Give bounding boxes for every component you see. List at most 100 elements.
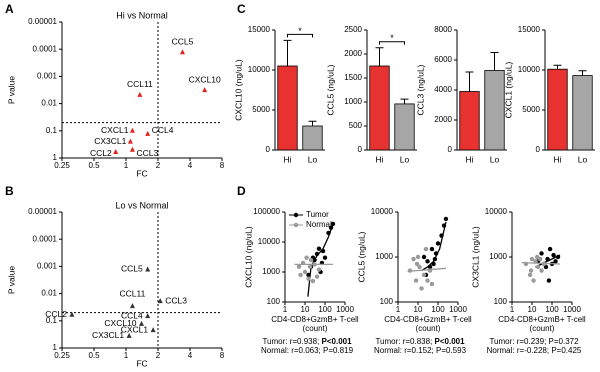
point-marker — [127, 138, 133, 144]
data-point — [425, 278, 430, 283]
data-point — [306, 272, 311, 278]
y-axis-label: CXCL1 (ng/uL) — [503, 61, 513, 118]
x-tick-label: 0.25 — [54, 161, 70, 170]
stats-r: Normal: r=0.152; — [374, 346, 436, 355]
y-tick-label: 1000 — [262, 267, 280, 276]
data-point — [414, 261, 420, 267]
data-point — [423, 246, 429, 252]
significance-bracket — [287, 33, 313, 38]
y-tick-label: 1000 — [375, 252, 393, 261]
data-point — [531, 278, 536, 283]
y-tick-label: 500 — [349, 121, 363, 130]
data-point — [553, 259, 558, 264]
y-tick-label: 2000 — [434, 115, 452, 124]
y-tick-label: 10000 — [518, 65, 541, 74]
legend-label: Tumor — [306, 210, 329, 219]
x-tick-label: 1000 — [563, 305, 581, 314]
data-point — [316, 267, 322, 272]
error-bar — [553, 64, 562, 70]
x-axis-label: CD4-CD8+GzmB+ T-cell — [271, 315, 359, 324]
bar — [572, 75, 593, 151]
point-marker — [113, 148, 119, 154]
y-axis-label: P value — [6, 76, 16, 104]
panel-letter: C — [237, 2, 246, 16]
point-label: CCL3 — [136, 148, 158, 158]
y-tick-label: 2500 — [344, 25, 362, 34]
y-axis-label: CCL3 (ng/uL) — [415, 64, 425, 115]
x-tick-label: 10 — [301, 305, 310, 314]
data-point — [300, 260, 306, 266]
data-point — [443, 216, 449, 222]
data-point — [547, 246, 553, 252]
x-tick-label: 0.25 — [54, 351, 70, 360]
data-point — [419, 286, 424, 291]
y-tick-label: 1 — [53, 343, 58, 352]
x-tick-label: 0.5 — [88, 351, 100, 360]
point-label: CCL11 — [120, 288, 146, 298]
y-tick-label: 100 — [494, 297, 508, 306]
x-tick-label: 1000 — [336, 305, 354, 314]
y-tick-label: 0.01 — [41, 99, 57, 108]
x-tick-label: 100 — [545, 305, 559, 314]
y-tick-label: 4000 — [434, 85, 452, 94]
stats-p: P=0.593 — [436, 346, 467, 355]
stats-text: Tumor: r=0.838; P<0.001 — [375, 337, 465, 346]
point-marker — [137, 91, 143, 97]
fit-line — [407, 267, 447, 272]
data-point — [439, 233, 444, 238]
data-point — [307, 264, 313, 269]
stats-r: Normal: r=0.063; — [261, 346, 323, 355]
point-marker — [129, 146, 135, 152]
data-point — [417, 264, 422, 270]
y-tick-label: 0 — [448, 145, 453, 154]
y-tick-label: 0.001 — [37, 72, 58, 81]
data-point — [539, 251, 544, 256]
stats-p: P=0.372 — [549, 337, 580, 346]
stats-r: Tumor: r=0.838; — [375, 337, 434, 346]
data-point — [312, 257, 317, 263]
data-point — [314, 251, 320, 257]
point-label: CXCL1 — [101, 125, 129, 135]
data-point — [546, 278, 552, 283]
x-axis-label: (count) — [530, 324, 555, 333]
x-tick-label: Hi — [375, 154, 383, 164]
y-tick-label: 10000 — [258, 237, 281, 246]
data-point — [435, 241, 441, 246]
y-tick-label: 100 — [380, 297, 394, 306]
point-marker — [145, 266, 151, 272]
x-axis-label: (count) — [303, 324, 328, 333]
error-bar — [578, 70, 587, 76]
fit-line — [521, 261, 560, 265]
data-point — [326, 230, 331, 236]
y-tick-label: 15000 — [518, 25, 541, 34]
data-point — [541, 261, 547, 267]
error-bar — [400, 98, 409, 104]
stats-text: Normal: r=0.063; P=0.819 — [261, 346, 354, 355]
data-point — [533, 259, 538, 264]
error-bar — [283, 39, 292, 66]
data-point — [441, 223, 447, 228]
legend-marker — [293, 212, 299, 218]
stats-text: Normal: r=0.152; P=0.593 — [374, 346, 467, 355]
point-marker — [202, 87, 208, 93]
y-tick-label: 0.001 — [37, 262, 58, 271]
data-point — [308, 257, 314, 263]
point-marker — [129, 303, 135, 309]
y-tick-label: 5000 — [522, 105, 540, 114]
data-point — [433, 251, 439, 256]
panel-letter: D — [237, 184, 246, 198]
point-label: CX3CL1 — [94, 136, 126, 146]
data-point — [415, 254, 421, 260]
data-point — [407, 268, 413, 273]
y-tick-label: 15000 — [248, 25, 271, 34]
y-tick-label: 1000 — [344, 97, 362, 106]
x-tick-label: 8 — [220, 161, 225, 170]
y-tick-label: 0.1 — [46, 126, 58, 135]
stats-text: Tumor: r=0.239; P=0.372 — [489, 337, 579, 346]
y-tick-label: 0.0001 — [33, 234, 58, 243]
y-tick-label: 8000 — [434, 25, 452, 34]
bar — [277, 65, 298, 151]
data-point — [555, 254, 561, 260]
bar — [369, 65, 390, 151]
x-tick-label: 1000 — [449, 305, 467, 314]
